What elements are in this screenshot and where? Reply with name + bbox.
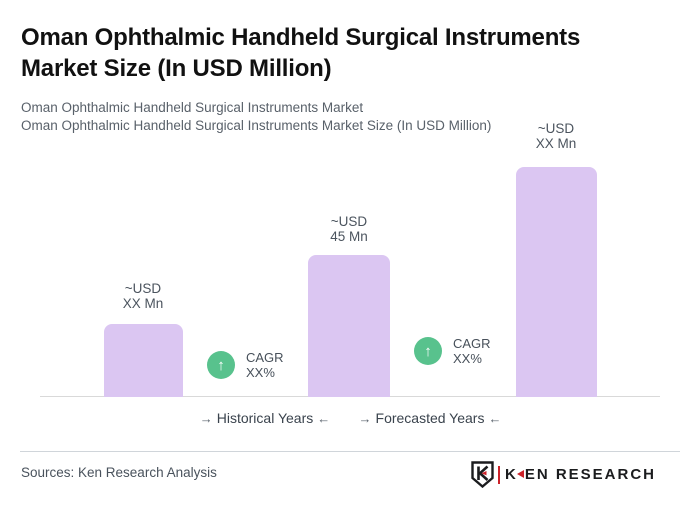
logo-red-accent-icon: [516, 470, 524, 478]
up-arrow-icon: ↑: [207, 351, 235, 379]
logo-shield-icon: [471, 461, 494, 488]
page-title-line-1: Oman Ophthalmic Handheld Surgical Instru…: [21, 24, 581, 51]
chart-subtitle-line-1: Oman Ophthalmic Handheld Surgical Instru…: [21, 100, 364, 115]
logo-wordmark: K EN RESEARCH: [504, 466, 656, 483]
arrow-right-icon: →: [199, 411, 213, 426]
chart-subtitle-line-2: Oman Ophthalmic Handheld Surgical Instru…: [21, 118, 492, 133]
bar-value-label: ~USD 45 Mn: [330, 214, 368, 244]
footer-divider: [20, 451, 680, 452]
bar-middle: [308, 255, 390, 397]
axis-label-forecasted-years: → Forecasted Years ←: [345, 410, 515, 427]
axis-label-historical-years: → Historical Years ←: [180, 410, 350, 427]
chart-subtitle: Oman Ophthalmic Handheld Surgical Instru…: [21, 99, 581, 135]
bar-historical: [104, 324, 183, 397]
bar-forecast: [516, 167, 597, 397]
sources-text: Sources: Ken Research Analysis: [21, 465, 217, 480]
arrow-left-icon: ←: [317, 411, 331, 426]
cagr-label: CAGR XX%: [453, 336, 491, 366]
bar-value-label: ~USD XX Mn: [535, 121, 577, 151]
logo-divider: [497, 465, 500, 484]
bar-value-label: ~USD XX Mn: [122, 281, 164, 311]
page-title-line-2: Market Size (In USD Million): [21, 55, 332, 82]
up-arrow-icon: ↑: [414, 337, 442, 365]
cagr-label: CAGR XX%: [246, 350, 284, 380]
ken-research-logo: K EN RESEARCH: [471, 461, 656, 488]
arrow-left-icon: ←: [488, 411, 502, 426]
page-title: Oman Ophthalmic Handheld Surgical Instru…: [21, 22, 681, 84]
arrow-right-icon: →: [358, 411, 372, 426]
